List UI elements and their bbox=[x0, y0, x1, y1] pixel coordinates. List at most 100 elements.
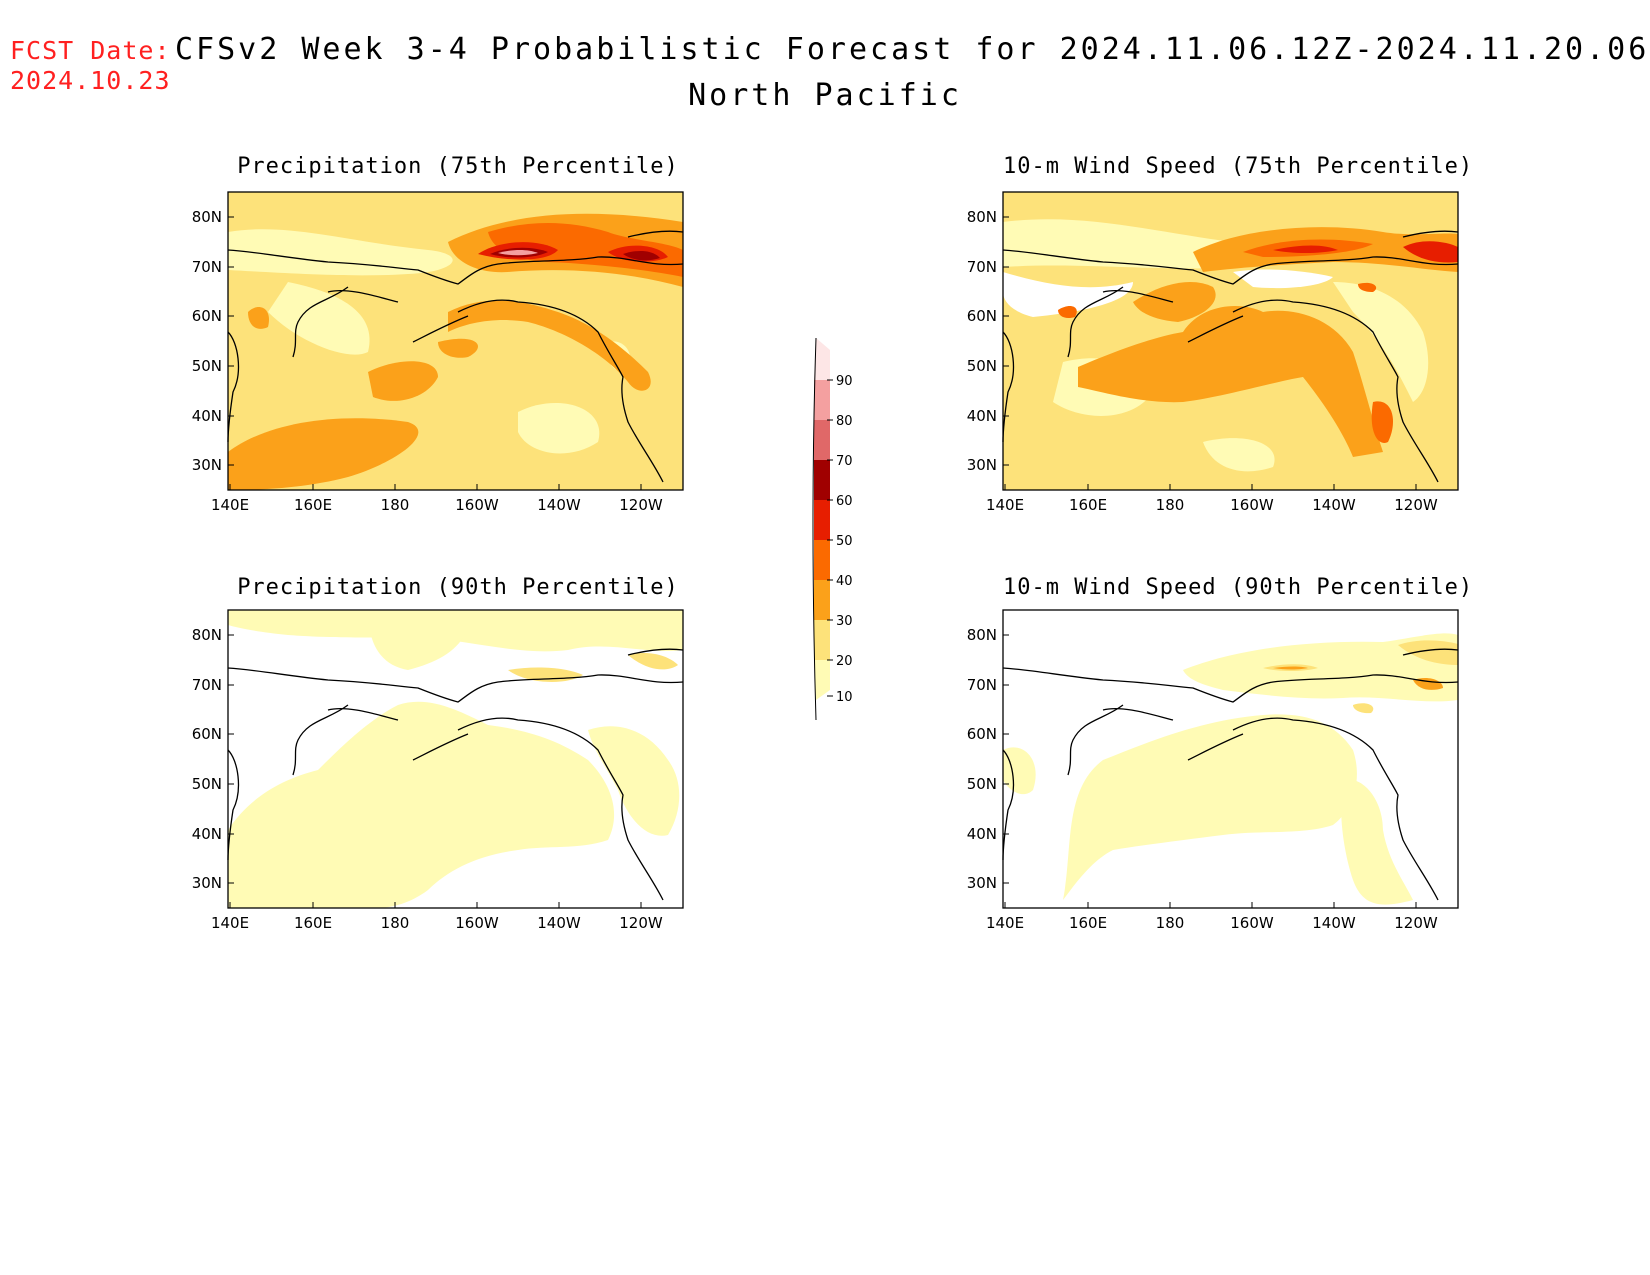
x-axis-wind90: 140E 160E 180 160W 140W 120W bbox=[986, 902, 1438, 932]
shade-30 bbox=[438, 338, 478, 358]
y-tick-label: 40N bbox=[192, 407, 222, 425]
forecast-date-value: 2024.10.23 bbox=[10, 66, 171, 95]
shade-10 bbox=[368, 610, 469, 670]
colorbar-segment bbox=[814, 420, 830, 460]
panel-title-precip90: Precipitation (90th Percentile) bbox=[237, 575, 679, 600]
shade-60 bbox=[623, 250, 660, 261]
y-axis-precip90: 80N 70N 60N 50N 40N 30N bbox=[192, 626, 234, 892]
shade-low bbox=[518, 403, 600, 454]
x-tick-label: 140W bbox=[1312, 496, 1356, 514]
region-subtitle-text: North Pacific bbox=[688, 78, 962, 113]
colorbar-label: 70 bbox=[836, 454, 853, 469]
colorbar-label: 60 bbox=[836, 494, 853, 509]
x-tick-label: 120W bbox=[1394, 496, 1438, 514]
precip75-field bbox=[228, 192, 683, 490]
y-tick-label: 50N bbox=[967, 357, 997, 375]
y-tick-label: 50N bbox=[192, 775, 222, 793]
x-tick-label: 120W bbox=[1394, 914, 1438, 932]
y-tick-label: 40N bbox=[967, 407, 997, 425]
x-tick-label: 160E bbox=[1069, 496, 1107, 514]
shade-50 bbox=[1273, 245, 1338, 253]
x-tick-label: 140W bbox=[537, 496, 581, 514]
colorbar-label: 90 bbox=[836, 374, 853, 389]
shade-20 bbox=[1398, 640, 1458, 665]
y-tick-label: 30N bbox=[967, 456, 997, 474]
colorbar-segment bbox=[814, 660, 830, 700]
panel-title-precip75: Precipitation (75th Percentile) bbox=[237, 154, 679, 179]
shade-50 bbox=[1403, 241, 1458, 263]
coastlines bbox=[1002, 230, 1459, 483]
shade-low bbox=[228, 229, 453, 276]
shade-40 bbox=[1358, 282, 1377, 292]
y-axis-wind75: 80N 70N 60N 50N 40N 30N bbox=[967, 208, 1009, 474]
y-tick-label: 30N bbox=[967, 874, 997, 892]
colorbar-label: 30 bbox=[836, 614, 853, 629]
colorbar-label: 50 bbox=[836, 534, 853, 549]
y-tick-label: 50N bbox=[967, 775, 997, 793]
shade-30 bbox=[248, 307, 269, 329]
shade-10 bbox=[1063, 714, 1357, 900]
wind90-field bbox=[1003, 610, 1458, 908]
panel-frame bbox=[227, 191, 684, 491]
colorbar-label: 20 bbox=[836, 654, 853, 669]
x-tick-label: 180 bbox=[381, 496, 410, 514]
colorbar-segment bbox=[814, 540, 830, 580]
colorbar-segment bbox=[814, 338, 830, 380]
x-tick-label: 160E bbox=[294, 496, 332, 514]
colorbar-segment bbox=[814, 620, 830, 660]
x-tick-label: 160W bbox=[1230, 914, 1274, 932]
panel-precip75: 140E 160E 180 160W 140W 120W 80N 70N 60N 50N 40N 3… bbox=[192, 191, 684, 514]
y-tick-label: 80N bbox=[967, 208, 997, 226]
shade-30 bbox=[228, 418, 419, 490]
x-tick-label: 160E bbox=[1069, 914, 1107, 932]
y-axis-wind90: 80N 70N 60N 50N 40N 30N bbox=[967, 626, 1009, 892]
x-tick-label: 120W bbox=[619, 914, 663, 932]
shade-10 bbox=[588, 726, 680, 836]
coastlines bbox=[1002, 648, 1459, 901]
y-tick-label: 70N bbox=[967, 676, 997, 694]
panel-title-wind75: 10-m Wind Speed (75th Percentile) bbox=[1003, 154, 1474, 179]
y-tick-label: 80N bbox=[192, 208, 222, 226]
colorbar-label: 10 bbox=[836, 690, 853, 705]
region-subtitle: North Pacific bbox=[0, 78, 1650, 113]
y-tick-label: 80N bbox=[192, 626, 222, 644]
x-tick-label: 120W bbox=[619, 496, 663, 514]
shade-30 bbox=[1133, 282, 1216, 322]
y-tick-label: 30N bbox=[192, 874, 222, 892]
wind75-field bbox=[1003, 192, 1458, 490]
y-tick-label: 40N bbox=[967, 825, 997, 843]
shade-30 bbox=[1078, 306, 1383, 457]
shade-low bbox=[1333, 282, 1429, 402]
panel-wind75: 140E 160E 180 160W 140W 120W 80N 70N 60N 50N 40N 3… bbox=[967, 191, 1459, 514]
forecast-date-label: FCST Date: bbox=[10, 36, 171, 65]
panel-frame bbox=[1002, 191, 1459, 491]
shade-none bbox=[1233, 269, 1333, 289]
y-tick-label: 30N bbox=[192, 456, 222, 474]
panel-title-wind90: 10-m Wind Speed (90th Percentile) bbox=[1003, 575, 1474, 600]
x-tick-label: 140E bbox=[211, 914, 249, 932]
y-tick-label: 70N bbox=[192, 258, 222, 276]
shade-10 bbox=[228, 701, 615, 908]
shade-low bbox=[1203, 438, 1275, 472]
shade-40 bbox=[1371, 401, 1393, 443]
x-axis-precip75: 140E 160E 180 160W 140W 120W bbox=[211, 484, 663, 514]
colorbar-label: 40 bbox=[836, 574, 853, 589]
x-tick-label: 140W bbox=[1312, 914, 1356, 932]
shade-none bbox=[1003, 272, 1133, 317]
shade-40 bbox=[1058, 306, 1077, 319]
y-tick-label: 70N bbox=[967, 258, 997, 276]
shade-20 bbox=[628, 653, 678, 670]
x-tick-label: 140E bbox=[986, 496, 1024, 514]
y-tick-label: 60N bbox=[967, 725, 997, 743]
y-tick-label: 60N bbox=[967, 307, 997, 325]
colorbar-segment bbox=[814, 500, 830, 540]
colorbar-segment bbox=[814, 460, 830, 500]
panel-wind90: 140E 160E 180 160W 140W 120W 80N 70N 60N 50N 40N 3… bbox=[967, 609, 1459, 932]
panel-frame bbox=[227, 609, 684, 909]
x-tick-label: 180 bbox=[1156, 496, 1185, 514]
figure-title: CFSv2 Week 3-4 Probabilistic Forecast fo… bbox=[175, 32, 1650, 67]
y-tick-label: 60N bbox=[192, 725, 222, 743]
coastlines bbox=[227, 230, 684, 483]
y-tick-label: 50N bbox=[192, 357, 222, 375]
